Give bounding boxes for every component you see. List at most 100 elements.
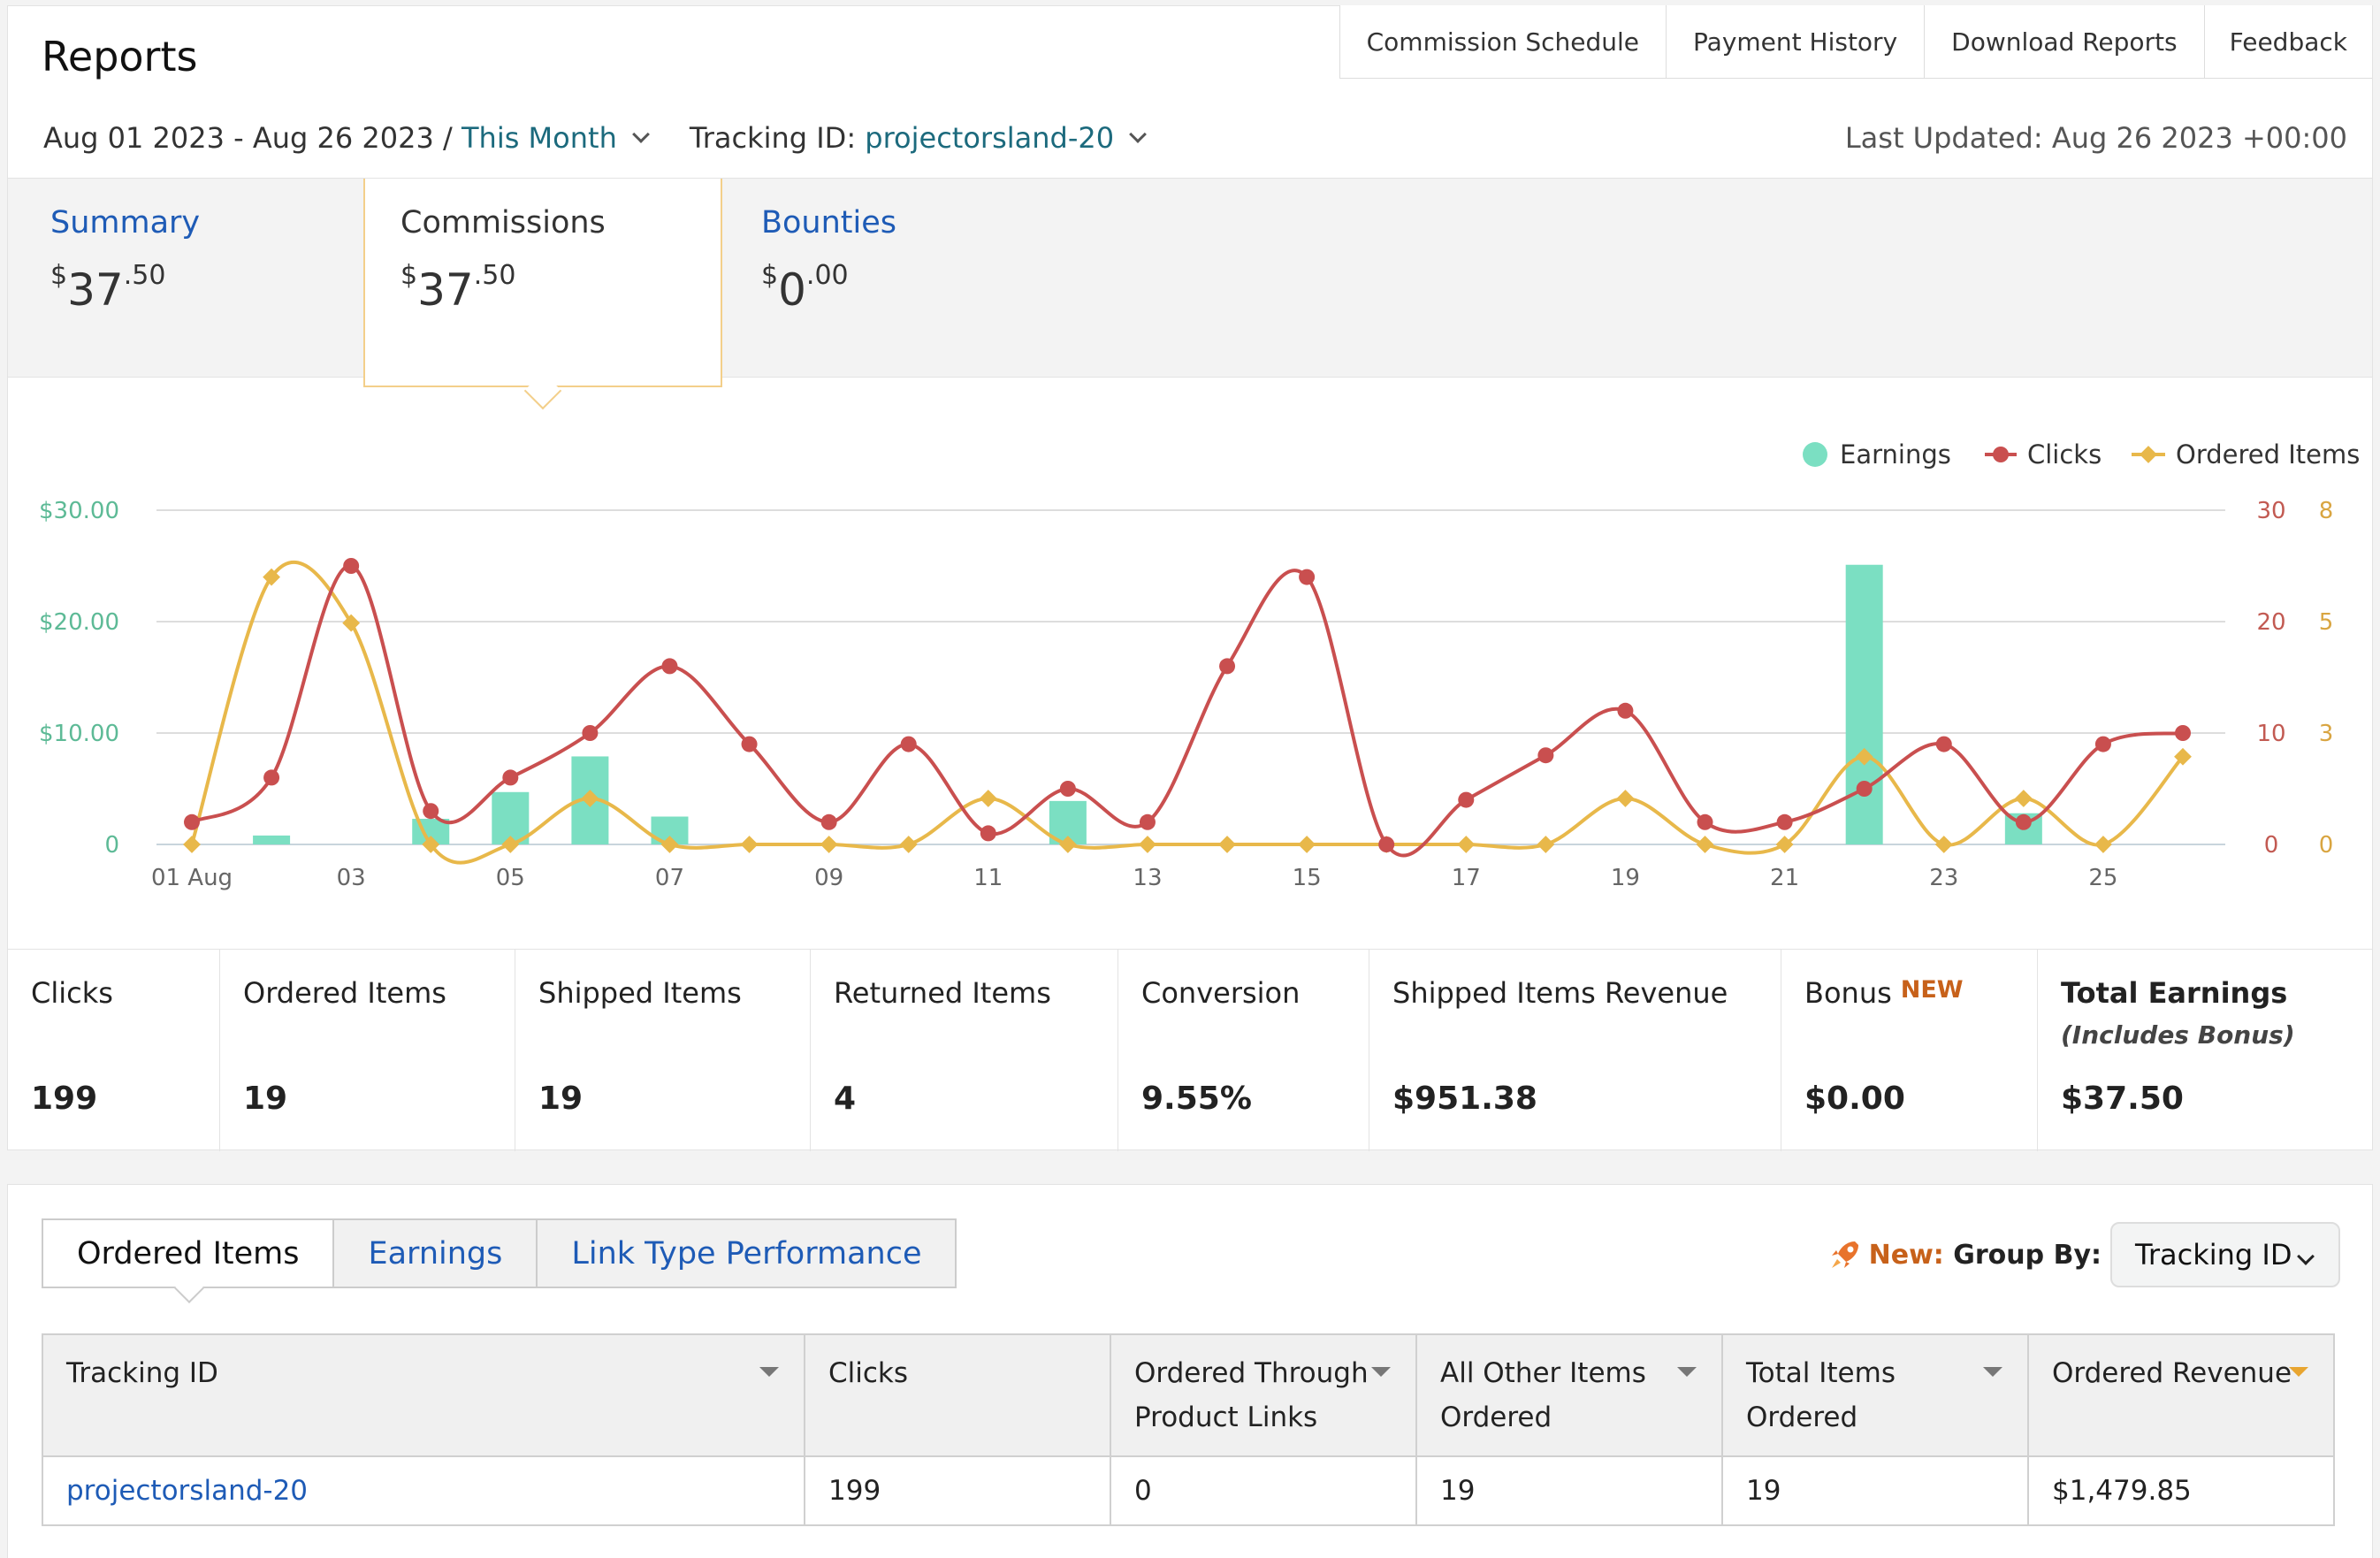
y-left-tick-label: $10.00 xyxy=(39,721,119,747)
tab-ordered-items[interactable]: Ordered Items xyxy=(42,1218,335,1288)
chevron-down-icon[interactable] xyxy=(631,126,650,143)
tab-bounties-label: Bounties xyxy=(761,205,897,241)
clicks-series-line xyxy=(191,564,2184,858)
legend-earnings-label: Earnings xyxy=(1840,439,1951,470)
legend-ordered-items-label: Ordered Items xyxy=(2176,439,2360,470)
tab-bounties[interactable]: Bounties $0.00 xyxy=(726,179,932,378)
tab-summary-amount: $37.50 xyxy=(50,260,166,316)
x-tick-label: 25 xyxy=(2088,865,2117,891)
earnings-bar xyxy=(253,835,291,844)
column-header-all-other-items-ordered[interactable]: All Other Items Ordered xyxy=(1415,1333,1723,1457)
y-right-clicks-tick-label: 30 xyxy=(2256,498,2285,524)
y-left-tick-label: $30.00 xyxy=(39,498,119,524)
breakdown-tabs: Ordered Items Earnings Link Type Perform… xyxy=(42,1218,957,1288)
stat-conversion: Conversion 9.55% xyxy=(1118,950,1369,1151)
chevron-down-icon[interactable] xyxy=(1129,126,1147,143)
clicks-point xyxy=(1458,791,1475,808)
top-button-group: Commission Schedule Payment History Down… xyxy=(1339,5,2372,79)
tracking-id-link[interactable]: projectorsland-20 xyxy=(66,1475,309,1507)
column-header-total-items-ordered[interactable]: Total Items Ordered xyxy=(1721,1333,2029,1457)
commission-schedule-button[interactable]: Commission Schedule xyxy=(1339,5,1667,78)
group-by-value: Tracking ID xyxy=(2135,1238,2292,1272)
chevron-down-icon xyxy=(2297,1248,2315,1265)
tab-summary-label: Summary xyxy=(50,205,201,241)
y-right-clicks-tick-label: 20 xyxy=(2256,609,2285,636)
table-cell: 199 xyxy=(804,1455,1111,1526)
ordered-items-point xyxy=(1139,836,1156,853)
earnings-chart: 0 0 0 $10.00 10 3 $20.00 20 5 $30.00 30 8 01 Aug 03 05… xyxy=(39,439,2360,891)
column-header-tracking-id[interactable]: Tracking ID xyxy=(42,1333,805,1457)
group-by-select[interactable]: Tracking ID xyxy=(2110,1222,2340,1287)
clicks-point xyxy=(2094,736,2111,752)
period-dropdown[interactable]: This Month xyxy=(461,121,617,155)
ordered-items-point xyxy=(979,790,997,807)
reports-card: Reports Commission Schedule Payment Hist… xyxy=(7,5,2373,1151)
sort-icon[interactable] xyxy=(2289,1367,2308,1377)
tab-earnings[interactable]: Earnings xyxy=(334,1218,538,1288)
payment-history-button[interactable]: Payment History xyxy=(1667,5,1926,78)
stat-label: Shipped Items Revenue xyxy=(1392,976,1728,1010)
breakdown-card: Ordered Items Earnings Link Type Perform… xyxy=(7,1184,2373,1558)
sort-icon[interactable] xyxy=(759,1367,779,1377)
rocket-icon xyxy=(1831,1241,1858,1268)
ordered-items-point xyxy=(1616,790,1635,807)
y-right-clicks-tick-label: 10 xyxy=(2256,721,2285,747)
clicks-point xyxy=(1617,702,1634,719)
legend-clicks-marker xyxy=(1993,447,2009,462)
page-title: Reports xyxy=(42,33,198,80)
sort-icon[interactable] xyxy=(1371,1367,1391,1377)
tab-summary[interactable]: Summary $37.50 xyxy=(15,179,235,378)
summary-tab-strip: Summary $37.50 Commissions $37.50 Bounti… xyxy=(8,178,2372,410)
ordered-items-point xyxy=(2174,747,2192,766)
ordered-items-point xyxy=(1696,836,1714,853)
table-cell: 19 xyxy=(1721,1455,2029,1526)
tracking-id-dropdown[interactable]: projectorsland-20 xyxy=(865,121,1115,155)
sort-icon[interactable] xyxy=(1983,1367,2002,1377)
y-right-clicks-tick-label: 0 xyxy=(2264,832,2279,859)
feedback-button[interactable]: Feedback xyxy=(2204,5,2372,78)
x-tick-label: 17 xyxy=(1452,865,1481,891)
table-cell: 19 xyxy=(1415,1455,1723,1526)
stat-label: Bonus NEW xyxy=(1804,976,1964,1010)
ordered-items-point xyxy=(1298,836,1316,853)
stat-clicks: Clicks 199 xyxy=(8,950,220,1151)
clicks-point xyxy=(1776,813,1793,830)
table-cell: $1,479.85 xyxy=(2027,1455,2335,1526)
stat-label: Total Earnings xyxy=(2061,976,2288,1010)
stat-label: Shipped Items xyxy=(538,976,742,1010)
y-right-items-tick-label: 0 xyxy=(2319,832,2334,859)
group-by-text: New: Group By: xyxy=(1868,1239,2102,1271)
clicks-point xyxy=(900,736,917,752)
x-tick-label: 21 xyxy=(1770,865,1799,891)
download-reports-button[interactable]: Download Reports xyxy=(1925,5,2205,78)
ordered-items-point xyxy=(2094,836,2112,853)
clicks-point xyxy=(980,825,996,842)
tab-bounties-amount: $0.00 xyxy=(761,260,849,316)
x-tick-label: 19 xyxy=(1611,865,1640,891)
sort-icon[interactable] xyxy=(1677,1367,1697,1377)
clicks-point xyxy=(423,803,439,820)
clicks-point xyxy=(820,813,837,830)
tab-link-type-performance[interactable]: Link Type Performance xyxy=(538,1218,957,1288)
ordered-items-point xyxy=(183,836,201,853)
column-header-ordered-through-product-links[interactable]: Ordered Through Product Links xyxy=(1110,1333,1417,1457)
ordered-items-point xyxy=(1775,836,1794,853)
stat-value: 4 xyxy=(834,1081,857,1117)
table-cell: 0 xyxy=(1110,1455,1417,1526)
clicks-point xyxy=(343,558,360,574)
column-header-ordered-revenue[interactable]: Ordered Revenue xyxy=(2027,1333,2335,1457)
clicks-point xyxy=(263,769,280,786)
ordered-items-point xyxy=(501,836,520,853)
x-tick-label: 15 xyxy=(1293,865,1322,891)
stats-row: Clicks 199 Ordered Items 19 Shipped Item… xyxy=(8,949,2372,1151)
tracking-table: Tracking ID Clicks Ordered Through Produ… xyxy=(42,1333,2335,1526)
table-cell[interactable]: projectorsland-20 xyxy=(42,1455,805,1526)
column-header-clicks[interactable]: Clicks xyxy=(804,1333,1111,1457)
x-tick-label: 01 Aug xyxy=(151,865,233,891)
y-left-tick-label: $20.00 xyxy=(39,609,119,636)
y-right-items-tick-label: 8 xyxy=(2319,498,2334,524)
ordered-items-point xyxy=(263,568,280,586)
x-tick-label: 09 xyxy=(814,865,843,891)
tab-commissions[interactable]: Commissions $37.50 xyxy=(363,179,722,410)
x-tick-label: 03 xyxy=(337,865,366,891)
